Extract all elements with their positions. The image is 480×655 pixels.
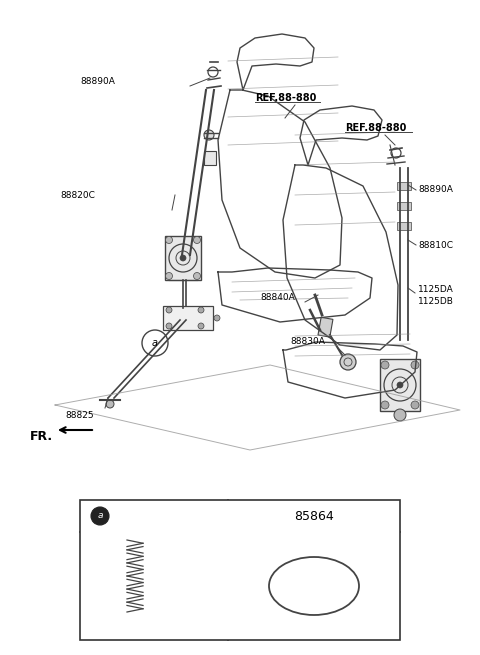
Circle shape xyxy=(166,236,172,244)
Bar xyxy=(397,202,411,210)
Text: a: a xyxy=(152,338,158,348)
Circle shape xyxy=(193,236,201,244)
Bar xyxy=(397,182,411,190)
Circle shape xyxy=(166,307,172,313)
Text: REF.88-880: REF.88-880 xyxy=(345,123,407,133)
Text: 88840A: 88840A xyxy=(260,293,295,303)
Circle shape xyxy=(204,130,214,140)
Text: 88890A: 88890A xyxy=(80,77,115,86)
Bar xyxy=(397,222,411,230)
Circle shape xyxy=(180,255,186,261)
Bar xyxy=(165,236,201,280)
Circle shape xyxy=(411,361,419,369)
Bar xyxy=(163,306,213,330)
Circle shape xyxy=(394,409,406,421)
Circle shape xyxy=(340,354,356,370)
Circle shape xyxy=(381,361,389,369)
Circle shape xyxy=(214,315,220,321)
Circle shape xyxy=(106,400,114,408)
Text: 88825: 88825 xyxy=(65,411,94,419)
Circle shape xyxy=(166,272,172,280)
Circle shape xyxy=(166,323,172,329)
Text: 88820C: 88820C xyxy=(60,191,95,200)
Bar xyxy=(80,500,400,640)
Circle shape xyxy=(411,401,419,409)
Circle shape xyxy=(142,330,168,356)
Text: 88810C: 88810C xyxy=(418,240,453,250)
Text: FR.: FR. xyxy=(30,430,53,443)
Bar xyxy=(318,317,333,337)
Circle shape xyxy=(198,323,204,329)
Text: 88890A: 88890A xyxy=(418,185,453,195)
Text: 88830A: 88830A xyxy=(290,337,325,346)
Text: 85864: 85864 xyxy=(294,510,334,523)
Text: 1125DB: 1125DB xyxy=(418,297,454,307)
Text: REF.88-880: REF.88-880 xyxy=(255,93,316,103)
Text: a: a xyxy=(97,512,103,521)
Circle shape xyxy=(397,382,403,388)
Text: 88847A: 88847A xyxy=(147,553,180,561)
Bar xyxy=(380,359,420,411)
Text: 1125DA: 1125DA xyxy=(418,284,454,293)
Circle shape xyxy=(91,507,109,525)
Bar xyxy=(204,151,216,165)
Circle shape xyxy=(193,272,201,280)
Circle shape xyxy=(198,307,204,313)
Circle shape xyxy=(381,401,389,409)
